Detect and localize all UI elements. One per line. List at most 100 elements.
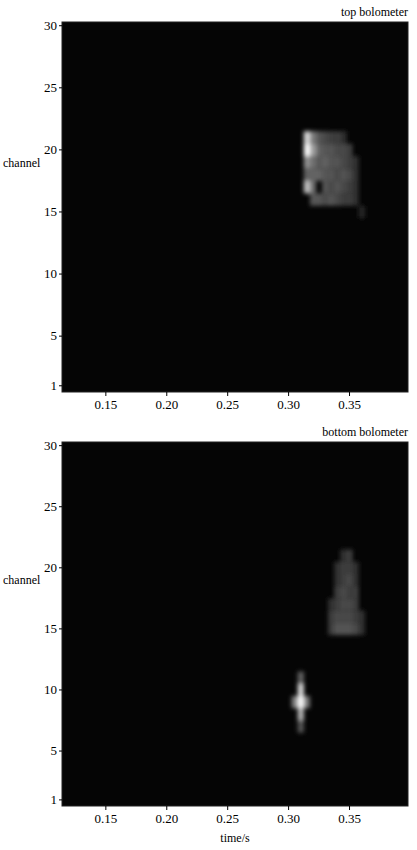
cell [346, 574, 352, 586]
cell [304, 181, 310, 193]
cell [328, 156, 334, 168]
cell [340, 156, 346, 168]
cell [353, 562, 359, 574]
frame [62, 442, 408, 806]
cell [316, 169, 322, 181]
cell [334, 623, 340, 635]
cell [310, 131, 316, 143]
cell [353, 181, 359, 193]
x-axis-title: time/s [220, 831, 250, 845]
y-tick [59, 445, 62, 446]
plot-area [62, 442, 408, 806]
cell [340, 181, 346, 193]
cell [334, 156, 340, 168]
cells [292, 549, 365, 732]
y-tick-label: 10 [44, 266, 57, 281]
cell [292, 696, 298, 708]
x-tick [105, 392, 106, 396]
cell [340, 574, 346, 586]
cells-clip [304, 131, 365, 218]
cell [334, 181, 340, 193]
y-tick [59, 336, 62, 337]
x-tick [105, 806, 106, 810]
cell [298, 672, 304, 684]
cell [340, 562, 346, 574]
cell [353, 193, 359, 205]
x-tick [227, 392, 228, 396]
cell [304, 144, 310, 156]
cells [304, 131, 365, 218]
y-tick-label: 5 [51, 328, 58, 343]
panel-title: top bolometer [341, 5, 408, 19]
y-tick [59, 567, 62, 568]
cell [346, 586, 352, 598]
cell [353, 623, 359, 635]
y-tick-label: 15 [44, 204, 57, 219]
x-tick [349, 392, 350, 396]
cell [340, 144, 346, 156]
cell [316, 144, 322, 156]
cell [304, 156, 310, 168]
cell [328, 144, 334, 156]
y-tick [59, 689, 62, 690]
cell [322, 193, 328, 205]
cell [304, 131, 310, 143]
cell [340, 623, 346, 635]
y-tick [59, 149, 62, 150]
y-tick-label: 20 [44, 142, 57, 157]
cell [298, 696, 304, 708]
cell [340, 131, 346, 143]
y-tick-label: 1 [51, 378, 58, 393]
plot-area [62, 22, 408, 392]
y-tick [59, 274, 62, 275]
y-tick-label: 1 [51, 792, 58, 807]
cell [334, 574, 340, 586]
cell [316, 193, 322, 205]
cell [346, 169, 352, 181]
cell [328, 131, 334, 143]
x-tick [166, 806, 167, 810]
cell [298, 684, 304, 696]
cell [334, 193, 340, 205]
y-tick-label: 5 [51, 743, 58, 758]
cell [322, 131, 328, 143]
cell [346, 156, 352, 168]
cell [334, 144, 340, 156]
cell [346, 623, 352, 635]
x-tick-label: 0.30 [277, 397, 300, 412]
panel-title: bottom bolometer [322, 425, 408, 439]
x-tick-label: 0.20 [155, 811, 178, 826]
x-tick [166, 392, 167, 396]
y-tick-label: 20 [44, 560, 57, 575]
cell [353, 169, 359, 181]
y-tick [59, 799, 62, 800]
cell [334, 131, 340, 143]
cell [298, 708, 304, 720]
y-tick [59, 25, 62, 26]
cell [322, 169, 328, 181]
cell [328, 598, 334, 610]
cell [353, 611, 359, 623]
cell [346, 562, 352, 574]
y-tick-label: 10 [44, 682, 57, 697]
cell [304, 169, 310, 181]
x-tick-label: 0.30 [277, 811, 300, 826]
cell [346, 549, 352, 561]
cell [359, 611, 365, 623]
cell [346, 144, 352, 156]
cell [340, 193, 346, 205]
x-tick-label: 0.25 [216, 397, 239, 412]
x-tick [288, 806, 289, 810]
cell [316, 131, 322, 143]
y-tick-label: 25 [44, 499, 57, 514]
frame [62, 22, 408, 392]
cell [298, 720, 304, 732]
cell [328, 169, 334, 181]
x-tick-label: 0.20 [155, 397, 178, 412]
y-tick [59, 87, 62, 88]
panel: 0.150.200.250.300.35151015202530bottom b… [3, 425, 408, 845]
y-tick [59, 506, 62, 507]
y-tick-label: 30 [44, 438, 57, 453]
cell [353, 598, 359, 610]
cell [346, 598, 352, 610]
